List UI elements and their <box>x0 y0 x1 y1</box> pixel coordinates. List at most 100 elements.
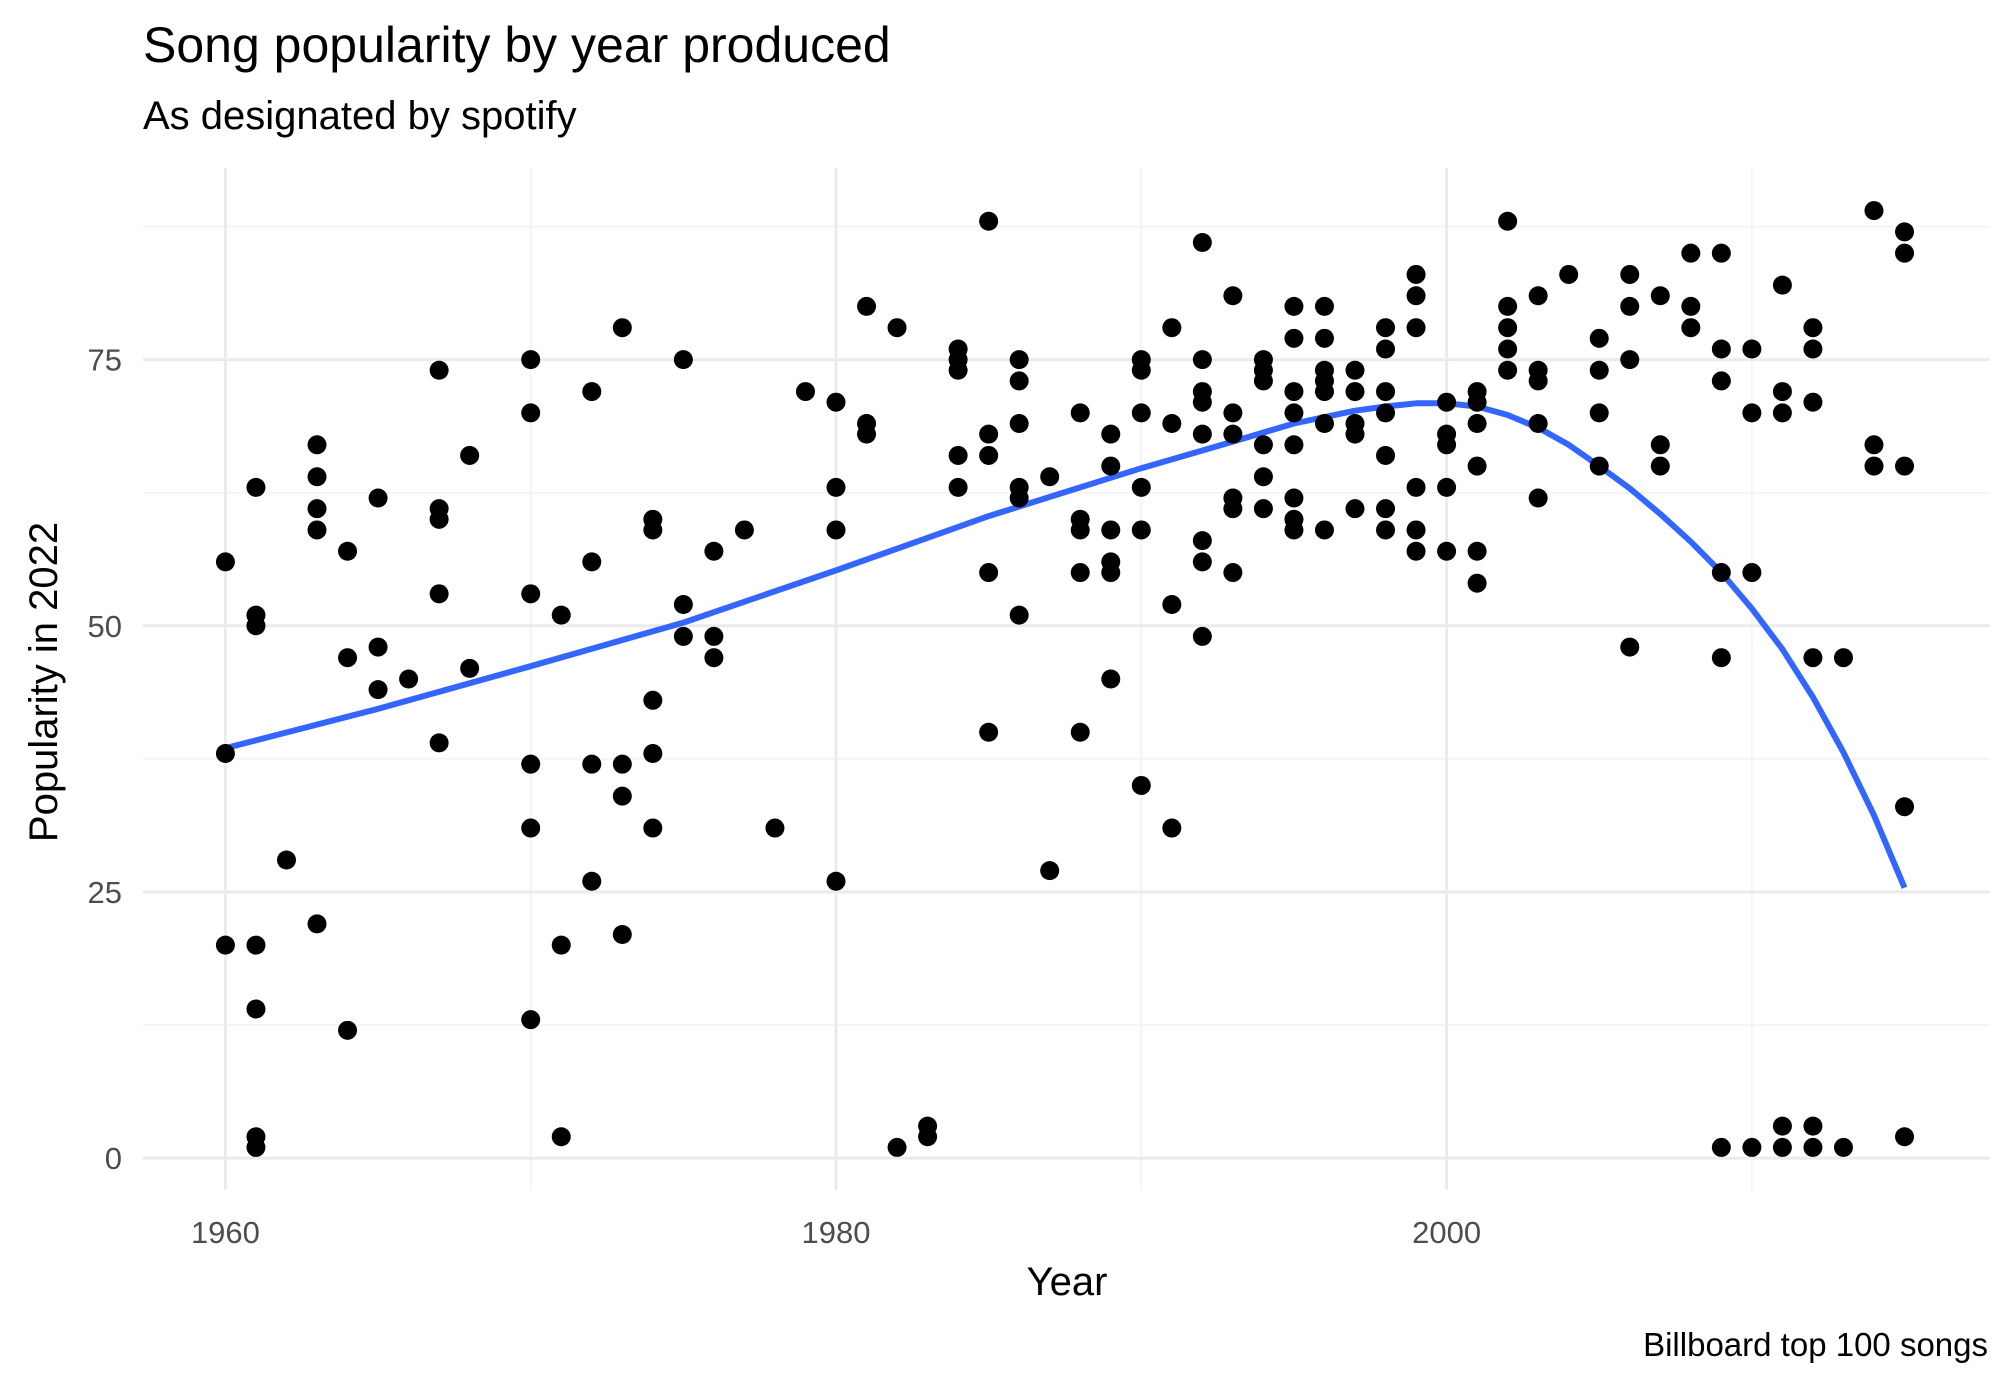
data-point <box>1620 264 1640 284</box>
data-point <box>1772 403 1792 423</box>
data-point <box>1833 1137 1853 1157</box>
data-point <box>215 552 235 572</box>
data-point <box>1009 371 1029 391</box>
data-point <box>1376 318 1396 338</box>
data-point <box>1253 499 1273 519</box>
data-point <box>1223 286 1243 306</box>
data-point <box>643 690 663 710</box>
data-point <box>399 669 419 689</box>
data-point <box>1314 414 1334 433</box>
data-point <box>1437 392 1457 412</box>
data-point <box>1498 318 1518 338</box>
data-point <box>338 541 358 561</box>
data-point <box>1040 861 1060 881</box>
data-point <box>1192 392 1212 412</box>
data-point <box>1467 456 1487 476</box>
data-point <box>1711 339 1731 359</box>
data-point <box>246 616 266 636</box>
data-point <box>1864 456 1884 476</box>
data-point <box>1895 1127 1915 1147</box>
data-point <box>1437 477 1457 497</box>
data-point <box>826 871 846 891</box>
data-point <box>1376 339 1396 359</box>
data-point <box>1284 488 1304 508</box>
data-point <box>1253 467 1273 487</box>
data-point <box>918 1127 938 1147</box>
data-point <box>460 658 480 678</box>
data-point <box>1711 243 1731 263</box>
data-point <box>1345 360 1365 380</box>
data-point <box>979 424 999 444</box>
data-point <box>1009 488 1029 508</box>
data-point <box>1284 435 1304 455</box>
data-point <box>1406 286 1426 306</box>
data-point <box>1681 318 1701 338</box>
data-point <box>1895 222 1915 242</box>
data-point <box>673 594 693 614</box>
data-point <box>1376 382 1396 402</box>
data-point <box>612 786 632 806</box>
x-tick-label: 1980 <box>802 1215 871 1250</box>
data-point <box>857 424 877 444</box>
data-point <box>1864 435 1884 455</box>
data-point <box>1467 541 1487 561</box>
data-point <box>276 850 296 870</box>
data-point <box>307 435 327 455</box>
data-point <box>246 999 266 1019</box>
data-point <box>1101 456 1121 476</box>
chart-subtitle: As designated by spotify <box>143 94 577 138</box>
data-point <box>1314 382 1334 402</box>
data-point <box>1528 488 1548 508</box>
data-point <box>1131 360 1151 380</box>
data-point <box>1681 296 1701 316</box>
data-point <box>1895 797 1915 817</box>
data-point <box>582 552 602 572</box>
data-point <box>704 626 724 646</box>
data-point <box>1131 477 1151 497</box>
data-point <box>1314 296 1334 316</box>
data-point <box>1253 371 1273 391</box>
data-point <box>1406 520 1426 540</box>
data-point <box>948 477 968 497</box>
data-point <box>1833 648 1853 668</box>
data-point <box>1803 648 1823 668</box>
data-point <box>1162 818 1182 838</box>
data-point <box>1589 328 1609 348</box>
data-point <box>246 1137 266 1157</box>
data-point <box>1009 605 1029 625</box>
data-point <box>429 509 449 529</box>
data-point <box>582 871 602 891</box>
data-point <box>1131 775 1151 795</box>
data-point <box>1376 499 1396 519</box>
data-point <box>521 403 541 423</box>
data-point <box>1192 552 1212 572</box>
data-point <box>1559 264 1579 284</box>
data-point <box>1284 296 1304 316</box>
data-point <box>1101 424 1121 444</box>
data-point <box>1406 318 1426 338</box>
data-point <box>1772 382 1792 402</box>
data-point <box>551 935 571 955</box>
data-point <box>1223 403 1243 423</box>
grid-major <box>143 168 1990 1190</box>
x-tick-label: 1960 <box>191 1215 260 1250</box>
data-point <box>1376 520 1396 540</box>
data-point <box>1772 1116 1792 1136</box>
data-point <box>215 744 235 764</box>
data-point <box>429 584 449 604</box>
data-point <box>1223 424 1243 444</box>
data-point <box>1406 264 1426 284</box>
data-point <box>307 520 327 540</box>
data-point <box>1314 520 1334 540</box>
data-point <box>1620 637 1640 657</box>
data-point <box>857 296 877 316</box>
data-point <box>1742 403 1762 423</box>
data-point <box>1070 722 1090 742</box>
data-point <box>1742 339 1762 359</box>
data-point <box>1895 243 1915 263</box>
data-point <box>338 648 358 668</box>
data-point <box>1864 201 1884 221</box>
data-point <box>1345 424 1365 444</box>
data-point <box>1253 435 1273 455</box>
